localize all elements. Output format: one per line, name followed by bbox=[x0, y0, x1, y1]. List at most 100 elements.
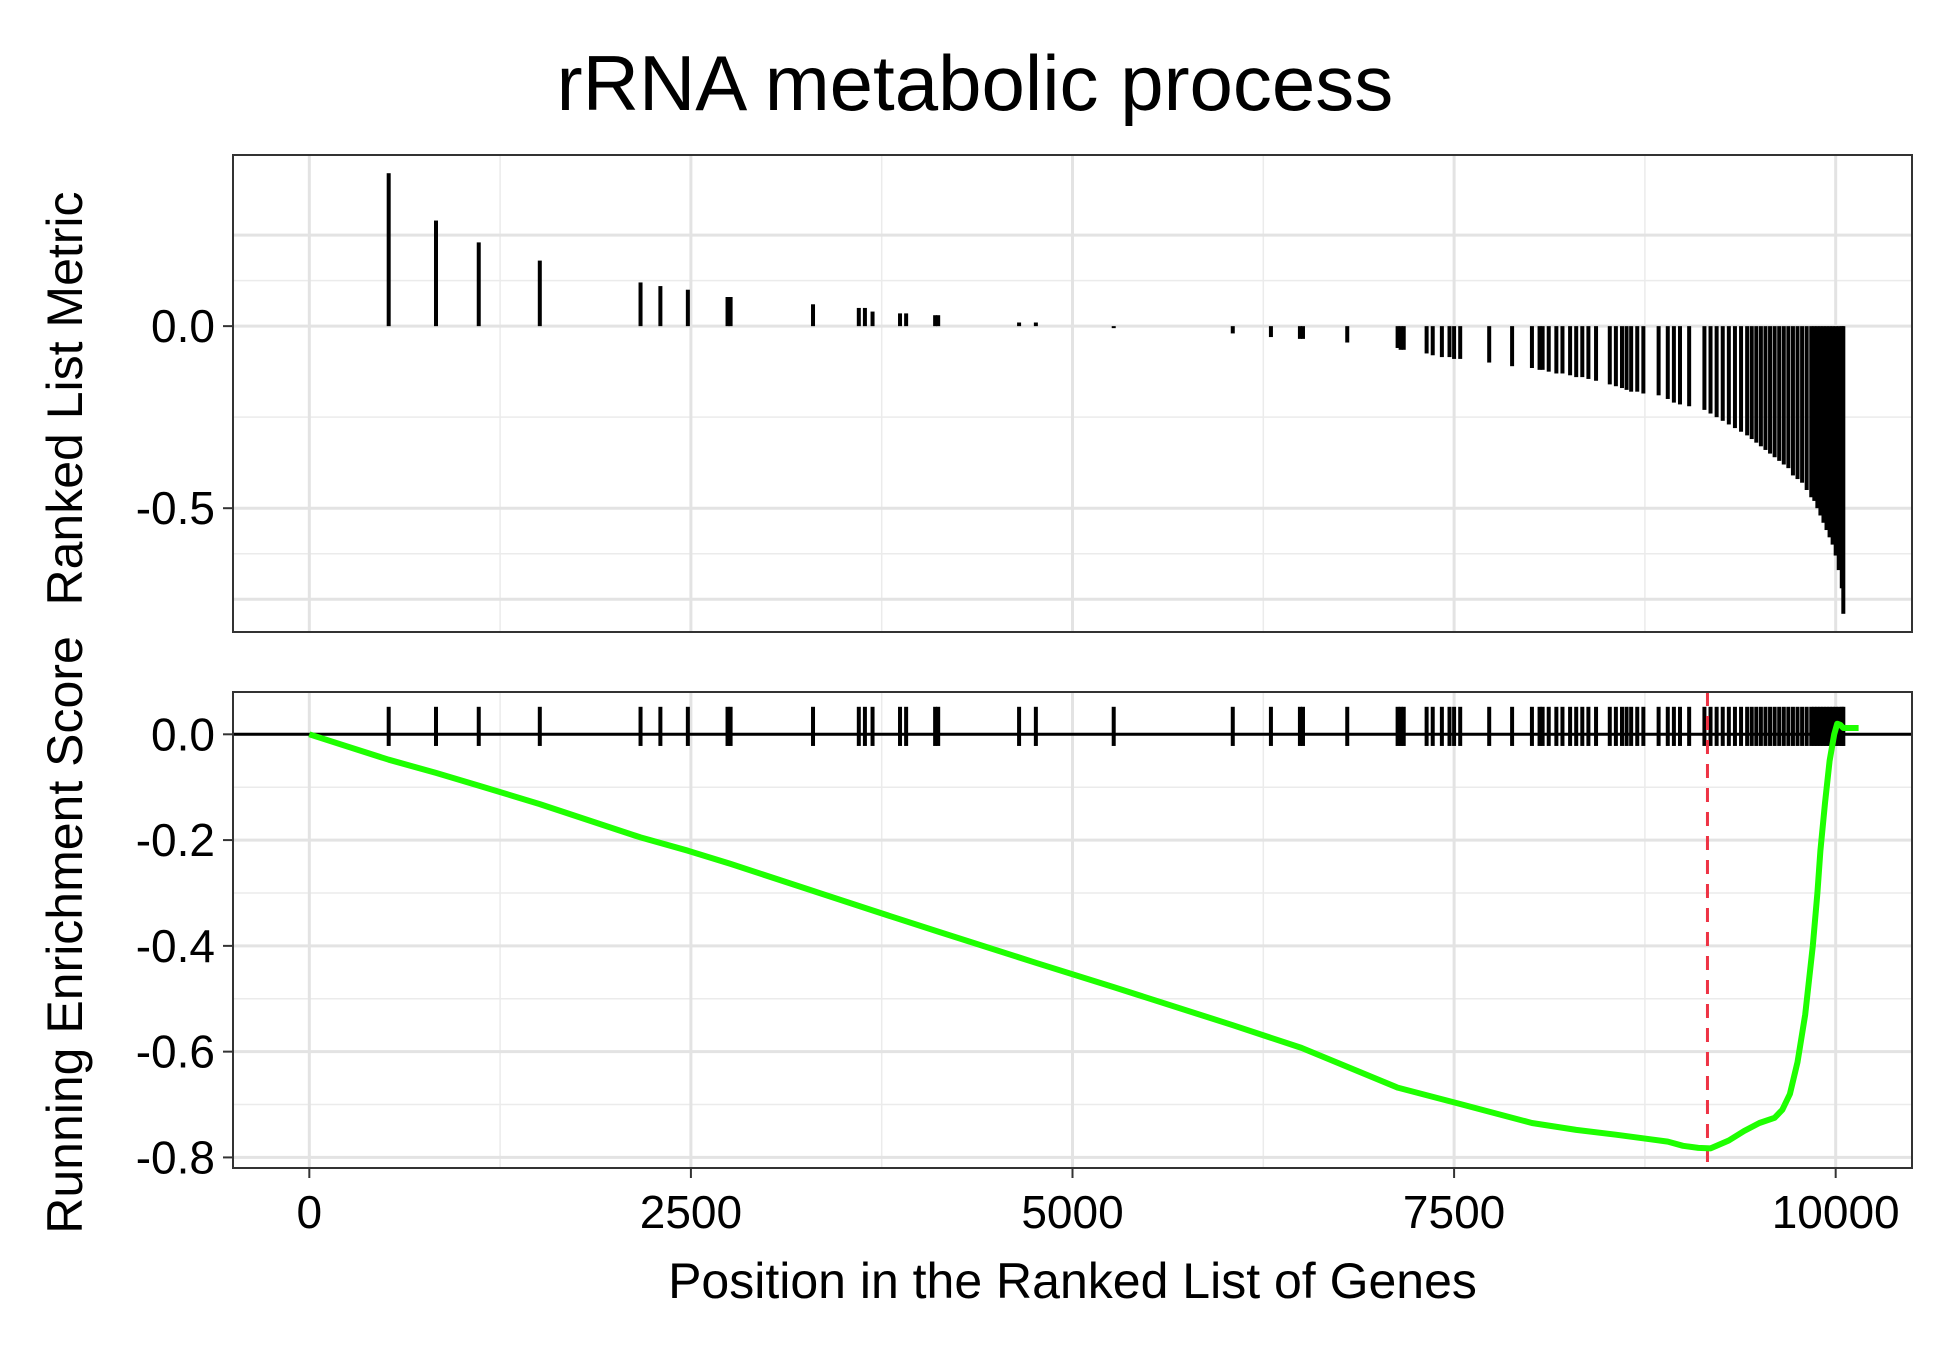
gene-hit bbox=[1812, 706, 1817, 746]
gene-hit bbox=[1749, 706, 1754, 746]
metric-bar bbox=[1540, 326, 1545, 370]
chart-title: rRNA metabolic process bbox=[556, 39, 1394, 127]
metric-bar bbox=[1487, 326, 1492, 363]
metric-bar bbox=[1537, 326, 1542, 370]
gene-hit bbox=[1714, 706, 1719, 746]
gene-hit bbox=[1800, 706, 1805, 746]
gene-hit bbox=[1804, 706, 1809, 746]
gene-hit bbox=[1708, 706, 1713, 746]
gene-hit bbox=[1297, 706, 1302, 746]
metric-bar bbox=[1804, 326, 1809, 490]
gene-hit bbox=[1580, 706, 1585, 746]
metric-bar bbox=[1629, 326, 1634, 392]
gene-hit bbox=[1745, 706, 1750, 746]
gene-hit bbox=[1546, 706, 1551, 746]
bottom-panel-y-ticks: 0.0 -0.2 -0.4 -0.6 -0.8 bbox=[136, 708, 233, 1183]
metric-bar bbox=[1732, 326, 1737, 429]
metric-bar bbox=[1111, 326, 1116, 329]
x-tick-label: 10000 bbox=[1772, 1186, 1900, 1238]
metric-bar bbox=[898, 313, 903, 327]
metric-bar bbox=[1345, 326, 1350, 343]
gene-hit bbox=[811, 706, 816, 746]
y-tick-label: 0.0 bbox=[151, 300, 215, 352]
metric-bar bbox=[1671, 326, 1676, 403]
gene-hit bbox=[658, 706, 663, 746]
metric-bar bbox=[1624, 326, 1629, 390]
metric-bar bbox=[1720, 326, 1725, 421]
gene-hit bbox=[1529, 706, 1534, 746]
metric-bar bbox=[1398, 326, 1403, 350]
gene-hit bbox=[1510, 706, 1515, 746]
metric-bar bbox=[1749, 326, 1754, 440]
gene-hit bbox=[1758, 706, 1763, 746]
top-panel-border bbox=[232, 154, 1913, 633]
metric-bar bbox=[1594, 326, 1599, 381]
metric-bar bbox=[1818, 326, 1823, 516]
ranked-metric-bars bbox=[386, 173, 1846, 614]
metric-bar bbox=[638, 282, 643, 327]
gene-hit bbox=[1830, 706, 1835, 746]
metric-bar bbox=[728, 297, 733, 327]
metric-bar bbox=[1777, 326, 1782, 461]
metric-bar bbox=[1641, 326, 1646, 394]
metric-bar bbox=[1458, 326, 1463, 359]
bottom-panel-major-grid bbox=[233, 692, 1912, 1168]
gene-hit bbox=[856, 706, 861, 746]
x-tick-label: 0 bbox=[297, 1186, 323, 1238]
metric-bar bbox=[658, 286, 663, 327]
gene-hit bbox=[1395, 706, 1400, 746]
gene-hit bbox=[1772, 706, 1777, 746]
gene-hit bbox=[1447, 706, 1452, 746]
metric-bar bbox=[1607, 326, 1612, 385]
metric-bar bbox=[1268, 326, 1273, 338]
gene-hit bbox=[1574, 706, 1579, 746]
metric-bar bbox=[1795, 326, 1800, 480]
metric-bar bbox=[1424, 326, 1429, 354]
gene-hit bbox=[1345, 706, 1350, 746]
gene-hit bbox=[1641, 706, 1646, 746]
metric-bar bbox=[936, 315, 941, 327]
metric-bar bbox=[1580, 326, 1585, 378]
metric-bar bbox=[811, 304, 816, 327]
metric-bar bbox=[1665, 326, 1670, 399]
gene-hit bbox=[933, 706, 938, 746]
metric-bar bbox=[904, 313, 909, 327]
gene-hit bbox=[1786, 706, 1791, 746]
metric-bar bbox=[1017, 322, 1022, 327]
metric-bar bbox=[856, 307, 861, 327]
gene-hit bbox=[1268, 706, 1273, 746]
metric-bar bbox=[1297, 326, 1302, 339]
metric-bar bbox=[1546, 326, 1551, 372]
gene-hit bbox=[898, 706, 903, 746]
x-axis-title: Position in the Ranked List of Genes bbox=[668, 1253, 1477, 1309]
gene-hit bbox=[1624, 706, 1629, 746]
top-panel-y-ticks: 0.0 -0.5 bbox=[136, 300, 233, 534]
metric-bar bbox=[1758, 326, 1763, 447]
gene-hit bbox=[1560, 706, 1565, 746]
y-tick-label: -0.4 bbox=[136, 920, 215, 972]
metric-bar bbox=[1586, 326, 1591, 379]
metric-bar bbox=[1568, 326, 1573, 376]
gene-hit bbox=[1763, 706, 1768, 746]
gene-hit bbox=[1754, 706, 1759, 746]
gene-hit bbox=[936, 706, 941, 746]
metric-bar bbox=[1619, 326, 1624, 389]
metric-bar bbox=[1033, 322, 1038, 327]
gene-hit bbox=[1777, 706, 1782, 746]
gene-hit bbox=[1790, 706, 1795, 746]
gene-hit bbox=[1439, 706, 1444, 746]
metric-bar bbox=[1754, 326, 1759, 443]
metric-bar bbox=[1809, 326, 1814, 498]
gene-hit-marks bbox=[386, 706, 1846, 746]
metric-bar bbox=[1510, 326, 1515, 367]
y-tick-label: -0.5 bbox=[136, 482, 215, 534]
top-y-axis-title: Ranked List Metric bbox=[37, 191, 93, 605]
gene-hit bbox=[638, 706, 643, 746]
metric-bar bbox=[1439, 326, 1444, 358]
metric-bar bbox=[1230, 326, 1235, 334]
bottom-y-axis-title: Running Enrichment Score bbox=[37, 636, 93, 1234]
metric-bar bbox=[1841, 326, 1846, 614]
metric-bar bbox=[1708, 326, 1713, 414]
metric-bar bbox=[1529, 326, 1534, 369]
